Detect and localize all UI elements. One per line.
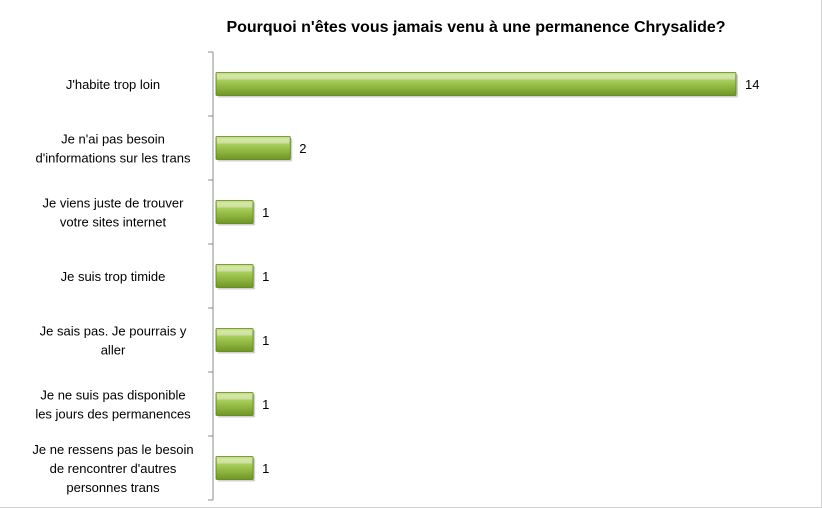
data-label: 2 — [299, 141, 306, 156]
category-label-line: Je ne suis pas disponible — [40, 388, 185, 403]
category-label: J'habite trop loin — [66, 77, 160, 92]
data-label: 14 — [745, 77, 759, 92]
category-label-line: les jours des permanences — [35, 407, 191, 422]
category-label-line: Je viens juste de trouver — [43, 196, 185, 211]
data-label: 1 — [262, 461, 269, 476]
category-label: Je ne ressens pas le besoin de rencontrer… — [32, 442, 193, 495]
bar-highlight — [217, 202, 253, 208]
category-label: Je sais pas. Je pourrais y aller — [40, 324, 187, 358]
bar-highlight — [217, 394, 253, 400]
bar-highlight — [217, 74, 735, 80]
category-label-line: aller — [101, 343, 126, 358]
bar-highlight — [217, 138, 290, 144]
bar-highlight — [217, 458, 253, 464]
category-label-line: Je sais pas. Je pourrais y — [40, 324, 187, 339]
bar-highlight — [217, 330, 253, 336]
category-label-line: Je n'ai pas besoin — [61, 132, 165, 147]
category-label: Je n'ai pas besoin d'informations sur les… — [36, 132, 191, 166]
category-label: Je viens juste de trouver votre sites int… — [43, 196, 185, 230]
chart-title: Pourquoi n'êtes vous jamais venu à une p… — [226, 19, 725, 36]
category-label-line: Je ne ressens pas le besoin — [32, 442, 193, 457]
bar — [215, 136, 291, 160]
category-label-line: votre sites internet — [60, 215, 167, 230]
category-label-line: J'habite trop loin — [66, 77, 160, 92]
data-label: 1 — [262, 333, 269, 348]
category-label-line: de rencontrer d'autres — [50, 461, 177, 476]
bar-highlight — [217, 266, 253, 272]
category-label-line: Je suis trop timide — [61, 269, 166, 284]
category-label: Je ne suis pas disponible les jours des p… — [35, 388, 191, 422]
data-label: 1 — [262, 397, 269, 412]
bar — [215, 392, 254, 416]
bar — [215, 200, 254, 224]
plot-area: 14 J'habite trop loin 2 Je n'ai pas besoin d… — [32, 51, 759, 501]
bar — [215, 72, 737, 96]
bar — [215, 456, 254, 480]
category-label-line: d'informations sur les trans — [36, 151, 191, 166]
data-label: 1 — [262, 269, 269, 284]
data-label: 1 — [262, 205, 269, 220]
category-label-line: personnes trans — [66, 480, 160, 495]
bar — [215, 264, 254, 288]
category-label: Je suis trop timide — [61, 269, 166, 284]
bar — [215, 328, 254, 352]
